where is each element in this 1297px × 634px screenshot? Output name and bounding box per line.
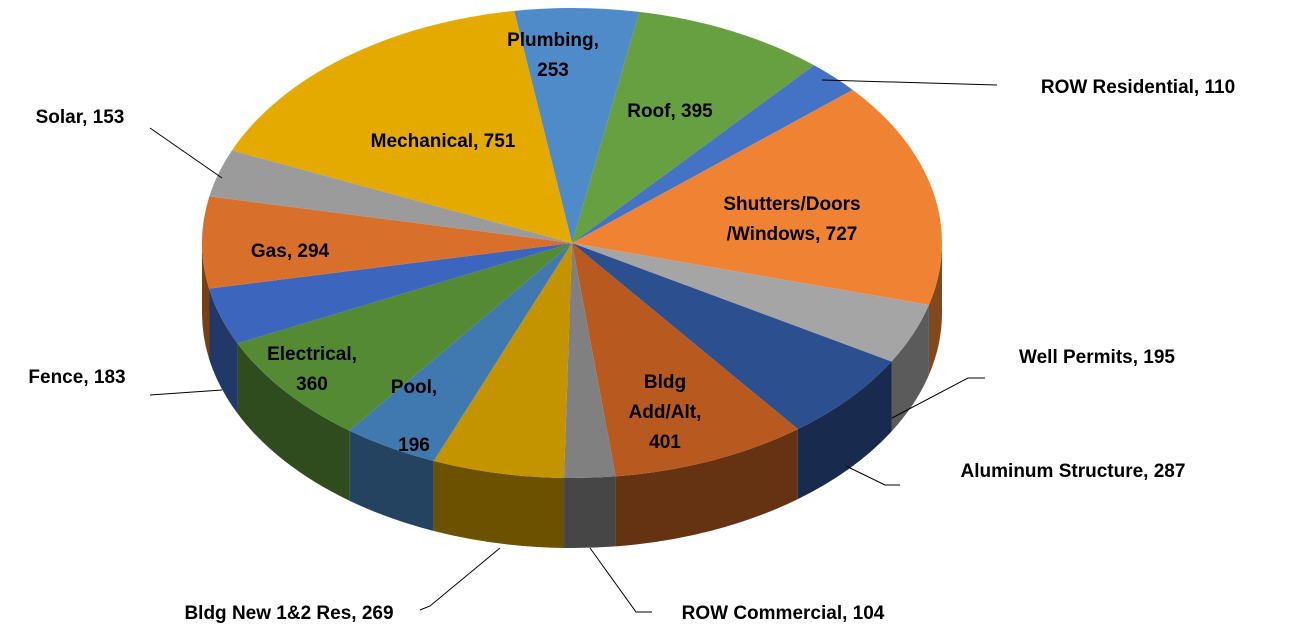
slice	[209, 243, 572, 344]
data-label: Electrical, 360	[267, 344, 357, 395]
slice	[237, 243, 572, 431]
slice-side	[209, 288, 238, 414]
leader-line	[149, 127, 223, 179]
slice	[572, 243, 929, 362]
slice	[209, 150, 572, 243]
slice-side	[891, 304, 929, 432]
data-label: Fence, 183	[28, 367, 125, 388]
data-label: Plumbing, 253	[507, 30, 599, 81]
slice	[349, 243, 572, 461]
data-label: Aluminum Structure, 287	[961, 461, 1186, 482]
data-label: Mechanical, 751	[371, 131, 516, 152]
slice-side	[433, 460, 565, 548]
data-label: Gas, 294	[251, 241, 330, 262]
slice	[231, 10, 572, 244]
leader-line	[821, 79, 998, 86]
slice	[572, 243, 892, 430]
slice	[572, 89, 942, 305]
data-label: Bldg Add/Alt, 401	[629, 372, 702, 453]
data-label: Shutters/Doors/Windows, 727	[723, 194, 860, 245]
data-label: Well Permits, 195	[1019, 347, 1175, 368]
leader-line	[419, 547, 501, 611]
slice-side	[615, 429, 798, 547]
slice-side	[928, 243, 942, 375]
slice	[202, 196, 573, 289]
leader-line	[891, 377, 985, 419]
slice-side	[564, 476, 616, 548]
slice	[514, 8, 640, 244]
data-label: ROW Residential, 110	[1041, 77, 1235, 98]
leader-line	[845, 465, 900, 486]
slice	[572, 11, 815, 244]
data-label: ROW Commercial, 104	[682, 603, 885, 624]
slice-side	[797, 361, 892, 500]
slice-side	[237, 343, 350, 501]
slice-side	[202, 243, 210, 359]
slice	[572, 243, 798, 477]
slice-side	[349, 430, 434, 531]
leader-line	[589, 547, 652, 613]
leader-line	[149, 389, 223, 396]
data-label: Bldg New 1&2 Res, 269	[184, 603, 393, 624]
slice	[433, 243, 572, 478]
data-label: Roof, 395	[627, 101, 713, 122]
slice	[572, 65, 853, 243]
data-label: Pool, 196	[391, 377, 437, 456]
slice	[564, 243, 616, 479]
data-label: Solar, 153	[36, 107, 125, 128]
